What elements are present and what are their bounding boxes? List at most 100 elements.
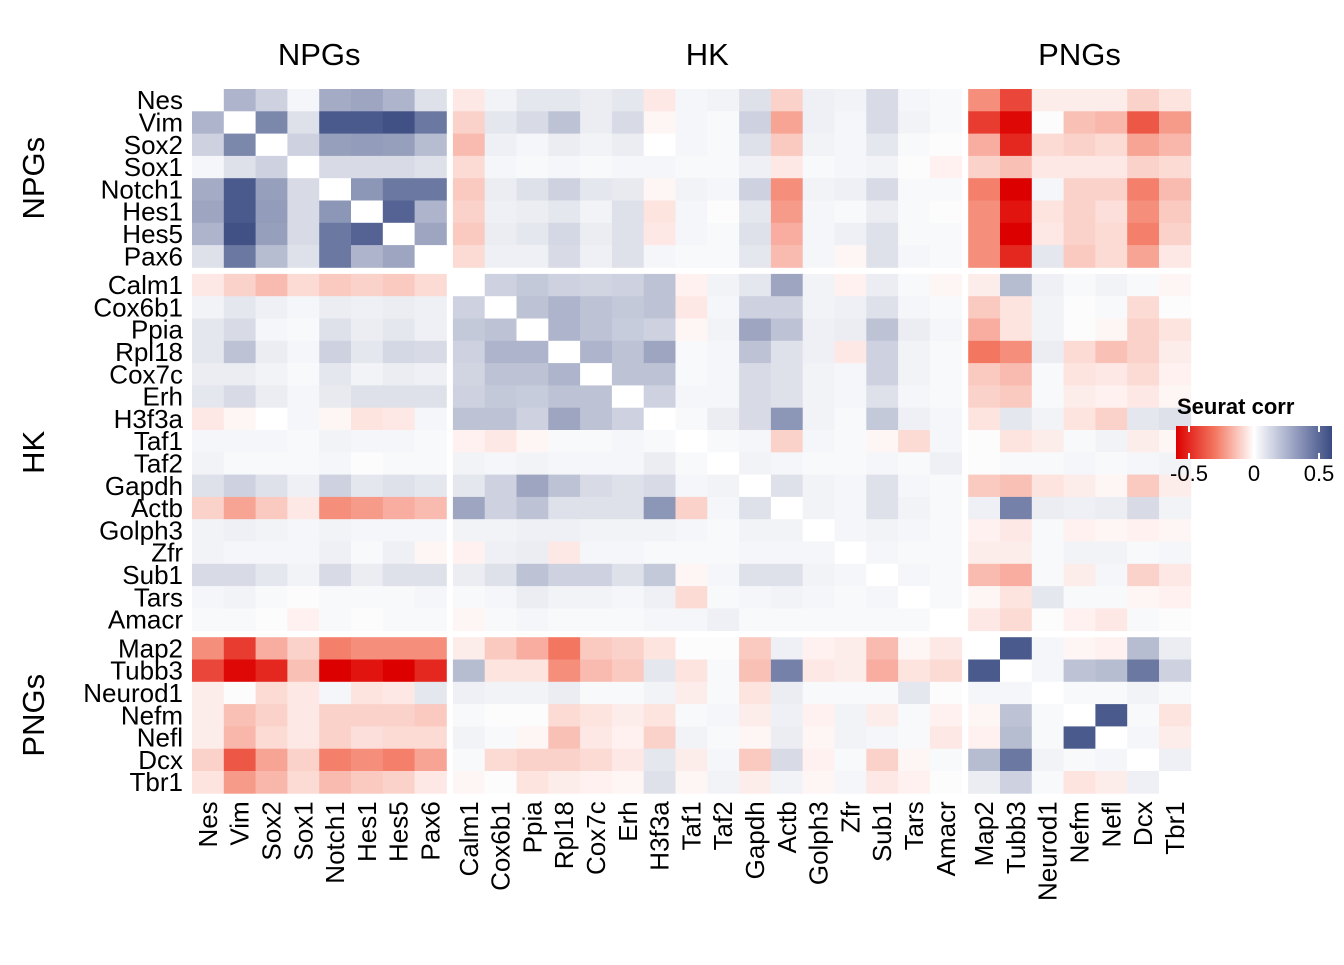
heatmap-cell	[192, 178, 225, 201]
heatmap-cell	[1000, 318, 1033, 342]
heatmap-cell	[1000, 586, 1033, 609]
row-label: H3f3a	[114, 404, 184, 434]
heatmap-cell	[484, 89, 517, 112]
column-label: H3f3a	[645, 801, 675, 871]
heatmap-cell	[866, 474, 899, 498]
heatmap-cell	[968, 111, 1001, 134]
heatmap-cell	[351, 771, 384, 794]
row-label: Neurod1	[83, 678, 183, 708]
heatmap-cell	[802, 178, 835, 201]
heatmap-cell	[484, 452, 517, 475]
row-label: Sox1	[124, 152, 183, 182]
heatmap-cell	[675, 637, 708, 660]
heatmap-cell	[1000, 363, 1033, 386]
heatmap-cell	[255, 563, 288, 587]
heatmap-cell	[802, 318, 835, 342]
heatmap-cell	[223, 178, 256, 201]
heatmap-cell	[452, 637, 486, 660]
heatmap-cell	[1000, 771, 1033, 794]
row-label: Ppia	[131, 315, 184, 345]
heatmap-cell	[414, 726, 447, 750]
column-label: Erh	[613, 801, 643, 841]
heatmap-cell	[452, 771, 486, 794]
heatmap-cell	[223, 222, 256, 246]
heatmap-cell	[192, 133, 225, 157]
heatmap-cell	[1159, 245, 1192, 268]
heatmap-cell	[516, 726, 549, 750]
heatmap-cell	[802, 89, 835, 112]
heatmap-cell	[548, 200, 581, 224]
heatmap-cell	[516, 89, 549, 112]
heatmap-cell	[675, 496, 708, 520]
row-label: Map2	[118, 633, 183, 663]
heatmap-cell	[739, 340, 772, 364]
heatmap-cell	[414, 608, 447, 632]
heatmap-cell	[707, 155, 740, 179]
row-label: Tars	[134, 582, 183, 612]
heatmap-cell	[580, 89, 613, 112]
heatmap-cell	[770, 111, 804, 134]
heatmap-cell	[351, 407, 384, 431]
heatmap-cell	[898, 474, 931, 498]
heatmap-cell	[484, 681, 517, 705]
heatmap-cell	[898, 133, 931, 157]
heatmap-cell	[319, 474, 352, 498]
heatmap-cell	[707, 273, 740, 297]
column-label: Pax6	[416, 801, 446, 860]
heatmap-cell	[223, 637, 256, 660]
heatmap-cell	[675, 363, 708, 386]
heatmap-cell	[382, 563, 415, 587]
heatmap-cell	[351, 452, 384, 475]
heatmap-cell	[770, 178, 804, 201]
heatmap-cell	[1000, 541, 1033, 565]
heatmap-cell	[1127, 340, 1160, 364]
heatmap-cell	[1159, 637, 1192, 660]
heatmap-cell	[1031, 681, 1064, 705]
heatmap-cell	[484, 200, 517, 224]
heatmap-cell	[192, 726, 225, 750]
row-label: Tubb3	[110, 656, 183, 686]
heatmap-cells	[192, 89, 1192, 794]
heatmap-cell	[1159, 155, 1192, 179]
heatmap-cell	[1031, 340, 1064, 364]
heatmap-cell	[611, 245, 645, 268]
row-label: Nefl	[137, 723, 183, 753]
heatmap-cell	[223, 430, 256, 453]
heatmap-cell	[516, 245, 549, 268]
heatmap-cell	[287, 586, 320, 609]
heatmap-cell	[968, 541, 1001, 565]
heatmap-cell	[287, 318, 320, 342]
heatmap-cell	[770, 681, 804, 705]
column-label: Taf1	[676, 801, 706, 850]
heatmap-cell	[255, 452, 288, 475]
heatmap-cell	[319, 200, 352, 224]
heatmap-cell	[516, 133, 549, 157]
heatmap-cell	[611, 200, 645, 224]
heatmap-cell	[1159, 340, 1192, 364]
heatmap-cell	[192, 430, 225, 453]
heatmap-cell	[548, 89, 581, 112]
heatmap-cell	[866, 245, 899, 268]
heatmap-cell	[223, 519, 256, 542]
row-label: Nefm	[121, 700, 183, 730]
heatmap-cell	[1127, 704, 1160, 727]
column-label: Rpl18	[549, 801, 579, 869]
heatmap-cell	[223, 474, 256, 498]
heatmap-cell	[1031, 245, 1064, 268]
heatmap-cell	[580, 363, 613, 386]
heatmap-cell	[1127, 748, 1160, 772]
heatmap-cell	[675, 178, 708, 201]
heatmap-cell	[223, 385, 256, 409]
heatmap-cell	[255, 608, 288, 632]
heatmap-cell	[414, 519, 447, 542]
row-label: Hes1	[122, 197, 183, 227]
heatmap-cell	[580, 563, 613, 587]
heatmap-cell	[1031, 318, 1064, 342]
heatmap-cell	[739, 133, 772, 157]
heatmap-cell	[452, 586, 486, 609]
heatmap-cell	[351, 681, 384, 705]
heatmap-cell	[1063, 771, 1096, 794]
heatmap-cell	[802, 563, 835, 587]
heatmap-cell	[484, 474, 517, 498]
heatmap-cell	[580, 200, 613, 224]
